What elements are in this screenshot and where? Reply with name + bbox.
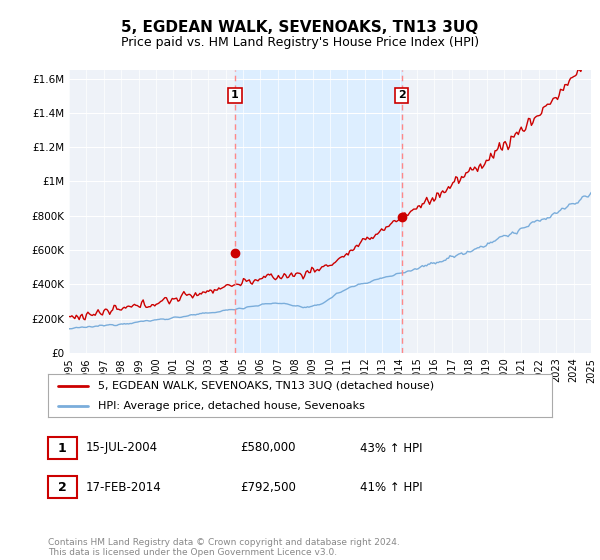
Text: HPI: Average price, detached house, Sevenoaks: HPI: Average price, detached house, Seve… — [98, 402, 365, 411]
Text: 17-FEB-2014: 17-FEB-2014 — [86, 480, 161, 494]
Text: 1: 1 — [231, 91, 239, 100]
Text: 5, EGDEAN WALK, SEVENOAKS, TN13 3UQ (detached house): 5, EGDEAN WALK, SEVENOAKS, TN13 3UQ (det… — [98, 381, 434, 391]
Bar — [235, 70, 401, 353]
Text: Contains HM Land Registry data © Crown copyright and database right 2024.
This d: Contains HM Land Registry data © Crown c… — [48, 538, 400, 557]
Text: 5, EGDEAN WALK, SEVENOAKS, TN13 3UQ: 5, EGDEAN WALK, SEVENOAKS, TN13 3UQ — [121, 20, 479, 35]
Text: 2: 2 — [398, 91, 406, 100]
Text: 1: 1 — [58, 441, 67, 455]
Text: 15-JUL-2004: 15-JUL-2004 — [86, 441, 158, 455]
Text: Price paid vs. HM Land Registry's House Price Index (HPI): Price paid vs. HM Land Registry's House … — [121, 36, 479, 49]
Text: 2: 2 — [58, 480, 67, 494]
Text: 41% ↑ HPI: 41% ↑ HPI — [360, 480, 422, 494]
Text: £792,500: £792,500 — [240, 480, 296, 494]
Text: £580,000: £580,000 — [240, 441, 296, 455]
Text: 43% ↑ HPI: 43% ↑ HPI — [360, 441, 422, 455]
